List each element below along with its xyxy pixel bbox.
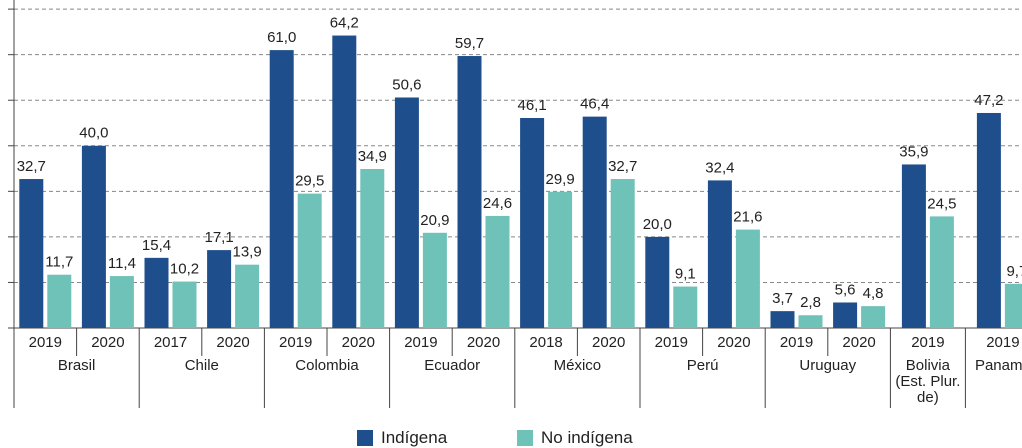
group-label: Perú — [686, 357, 719, 374]
bar — [360, 169, 385, 328]
value-label: 11,7 — [45, 254, 73, 271]
value-label: 3,7 — [772, 290, 793, 307]
x-tick-label: 2019 — [29, 334, 62, 351]
bar — [457, 56, 482, 329]
x-tick-label: 2020 — [592, 334, 625, 351]
bar — [929, 216, 954, 328]
value-label: 20,0 — [643, 216, 672, 233]
value-label: 34,9 — [358, 148, 387, 165]
value-label: 59,7 — [455, 35, 484, 52]
bar — [109, 276, 134, 328]
bar — [422, 232, 447, 328]
bar — [144, 257, 169, 328]
value-label: 10,2 — [170, 261, 199, 278]
legend-item: Indígena — [357, 428, 447, 448]
bar — [332, 35, 357, 329]
value-label: 61,0 — [267, 29, 296, 46]
value-label: 46,4 — [580, 96, 609, 113]
value-label: 20,9 — [420, 212, 449, 229]
value-label: 35,9 — [899, 143, 928, 160]
bar — [394, 97, 419, 328]
group-label: Panamá — [974, 357, 1022, 374]
value-label: 15,4 — [142, 237, 171, 254]
value-label: 32,4 — [705, 159, 734, 176]
legend-swatch — [357, 430, 373, 446]
legend-swatch — [517, 430, 533, 446]
legend-label: No indígena — [541, 428, 633, 447]
value-label: 13,9 — [232, 244, 261, 261]
x-tick-label: 2019 — [655, 334, 688, 351]
x-tick-label: 2020 — [91, 334, 124, 351]
legend-label: Indígena — [381, 428, 448, 447]
bar — [81, 145, 106, 328]
value-label: 21,6 — [733, 209, 762, 226]
value-label: 11,4 — [108, 255, 136, 272]
value-label: 29,5 — [295, 173, 324, 190]
bar — [610, 179, 635, 328]
bar — [47, 274, 72, 328]
bar — [901, 164, 926, 328]
value-label: 32,7 — [608, 158, 637, 175]
bar — [833, 302, 858, 328]
group-label: México — [553, 357, 602, 374]
value-label: 4,8 — [863, 285, 884, 302]
x-tick-label: 2020 — [342, 334, 375, 351]
bar — [861, 306, 886, 328]
value-label: 9,7 — [1006, 263, 1022, 280]
value-label: 9,1 — [675, 266, 696, 283]
x-tick-label: 2020 — [717, 334, 750, 351]
value-label: 29,9 — [545, 171, 574, 188]
value-label: 47,2 — [974, 92, 1003, 109]
x-tick-label: 2019 — [911, 334, 944, 351]
group-label: Bolivia (Est. Plur. de) — [895, 357, 961, 406]
group-label: Ecuador — [424, 357, 481, 374]
bar — [582, 116, 607, 328]
bar — [548, 191, 573, 328]
bar — [645, 236, 670, 328]
x-tick-label: 2019 — [780, 334, 813, 351]
bar — [1004, 283, 1022, 328]
value-label: 40,0 — [79, 125, 108, 142]
x-tick-label: 2017 — [154, 334, 187, 351]
bar — [172, 281, 197, 328]
legend-item: No indígena — [517, 428, 633, 448]
value-label: 64,2 — [330, 15, 359, 32]
x-tick-label: 2019 — [986, 334, 1019, 351]
x-tick-label: 2018 — [529, 334, 562, 351]
x-tick-label: 2020 — [216, 334, 249, 351]
bar — [770, 311, 795, 328]
bar — [269, 50, 294, 328]
value-label: 50,6 — [392, 76, 421, 93]
bar — [735, 229, 760, 328]
group-label: Brasil — [57, 357, 96, 374]
bar — [798, 315, 823, 328]
bar — [673, 286, 698, 328]
bar — [520, 117, 545, 328]
bar — [707, 180, 732, 328]
value-label: 5,6 — [835, 281, 856, 298]
x-tick-label: 2020 — [842, 334, 875, 351]
value-label: 24,6 — [483, 195, 512, 212]
x-tick-label: 2019 — [404, 334, 437, 351]
bar — [235, 264, 260, 328]
bar — [207, 250, 232, 328]
value-label: 46,1 — [517, 97, 546, 114]
x-tick-label: 2019 — [279, 334, 312, 351]
bar — [976, 112, 1001, 328]
value-label: 17,1 — [204, 229, 233, 246]
group-label: Chile — [184, 357, 219, 374]
value-label: 2,8 — [800, 294, 821, 311]
bar — [297, 193, 322, 328]
bar — [485, 215, 510, 328]
bar — [19, 179, 44, 328]
value-label: 32,7 — [17, 158, 46, 175]
value-label: 24,5 — [927, 195, 956, 212]
group-label: Colombia — [295, 357, 359, 374]
group-label: Uruguay — [799, 357, 857, 374]
x-tick-label: 2020 — [467, 334, 500, 351]
